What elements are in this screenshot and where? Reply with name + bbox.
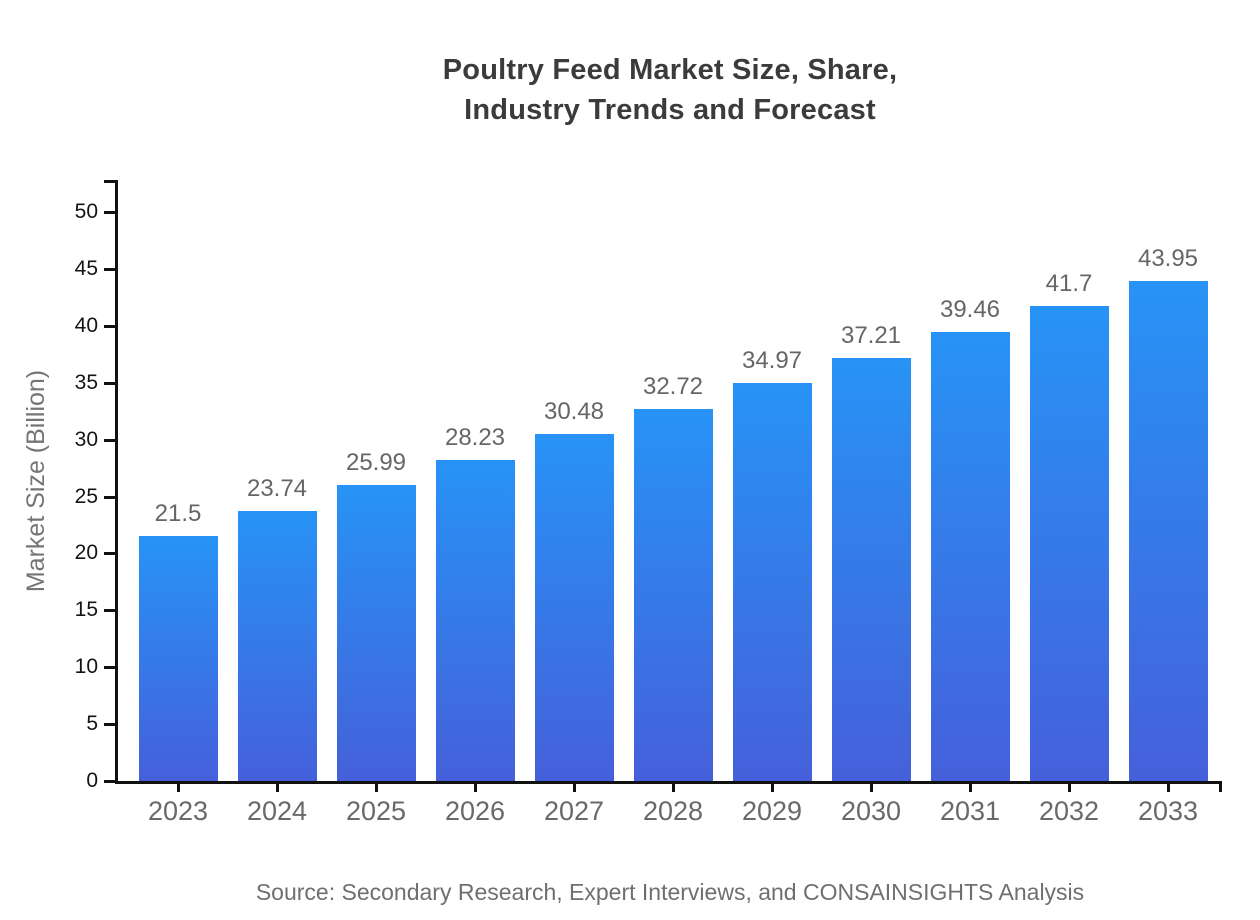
y-axis-end-tick (104, 180, 118, 183)
x-tick-label: 2026 (444, 796, 506, 826)
bar-value-label: 21.5 (154, 500, 202, 527)
bar-value-label: 30.48 (543, 398, 605, 425)
x-tick-label: 2027 (543, 796, 605, 826)
y-tick (104, 211, 118, 214)
bar (930, 332, 1010, 781)
x-tick (1167, 781, 1170, 792)
x-tick-label: 2033 (1137, 796, 1199, 826)
bar (831, 358, 911, 781)
bar (435, 460, 515, 781)
y-tick-label: 50 (74, 200, 98, 223)
bar (138, 536, 218, 781)
x-tick (474, 781, 477, 792)
x-axis-end-tick (1219, 781, 1222, 792)
y-tick (104, 439, 118, 442)
y-tick (104, 552, 118, 555)
x-tick (1068, 781, 1071, 792)
x-tick (276, 781, 279, 792)
bar-value-label: 37.21 (840, 322, 902, 349)
chart-title: Poultry Feed Market Size, Share, Industry… (120, 50, 1220, 130)
y-tick (104, 723, 118, 726)
x-tick (870, 781, 873, 792)
y-tick-label: 0 (86, 769, 98, 792)
x-axis-line (115, 781, 1222, 784)
x-tick-label: 2024 (246, 796, 308, 826)
y-tick-label: 40 (74, 314, 98, 337)
x-tick (177, 781, 180, 792)
x-tick-label: 2028 (642, 796, 704, 826)
x-tick-label: 2030 (840, 796, 902, 826)
y-tick (104, 496, 118, 499)
y-tick-label: 10 (74, 655, 98, 678)
x-tick (969, 781, 972, 792)
bar (237, 511, 317, 781)
y-tick-label: 15 (74, 598, 98, 621)
bar (534, 434, 614, 781)
y-tick-label: 35 (74, 371, 98, 394)
y-tick (104, 609, 118, 612)
y-tick (104, 325, 118, 328)
y-tick (104, 382, 118, 385)
bar-value-label: 28.23 (444, 424, 506, 451)
bar (336, 485, 416, 781)
x-tick (573, 781, 576, 792)
bar-value-label: 41.7 (1045, 270, 1093, 297)
x-tick-label: 2023 (147, 796, 209, 826)
bar-value-label: 39.46 (939, 296, 1001, 323)
y-tick-label: 30 (74, 428, 98, 451)
source-note: Source: Secondary Research, Expert Inter… (255, 879, 1085, 905)
bar (1128, 281, 1208, 781)
bar (1029, 306, 1109, 781)
y-tick-label: 20 (74, 541, 98, 564)
chart-title-line1: Poultry Feed Market Size, Share, (442, 54, 898, 86)
x-tick-label: 2025 (345, 796, 407, 826)
y-tick-label: 5 (86, 712, 98, 735)
bar-value-label: 25.99 (345, 449, 407, 476)
x-tick (771, 781, 774, 792)
x-tick-label: 2029 (741, 796, 803, 826)
y-axis-line (115, 181, 118, 784)
bar (633, 409, 713, 781)
bar-value-label: 43.95 (1137, 245, 1199, 272)
x-tick (672, 781, 675, 792)
bar (732, 383, 812, 781)
x-tick-label: 2031 (939, 796, 1001, 826)
y-tick-label: 25 (74, 485, 98, 508)
y-tick (104, 666, 118, 669)
chart-title-line2: Industry Trends and Forecast (464, 94, 876, 126)
y-tick (104, 780, 118, 783)
bar-value-label: 34.97 (741, 347, 803, 374)
y-tick (104, 268, 118, 271)
x-tick (375, 781, 378, 792)
bar-value-label: 32.72 (642, 373, 704, 400)
bar-value-label: 23.74 (246, 475, 308, 502)
x-tick-label: 2032 (1038, 796, 1100, 826)
y-tick-label: 45 (74, 257, 98, 280)
